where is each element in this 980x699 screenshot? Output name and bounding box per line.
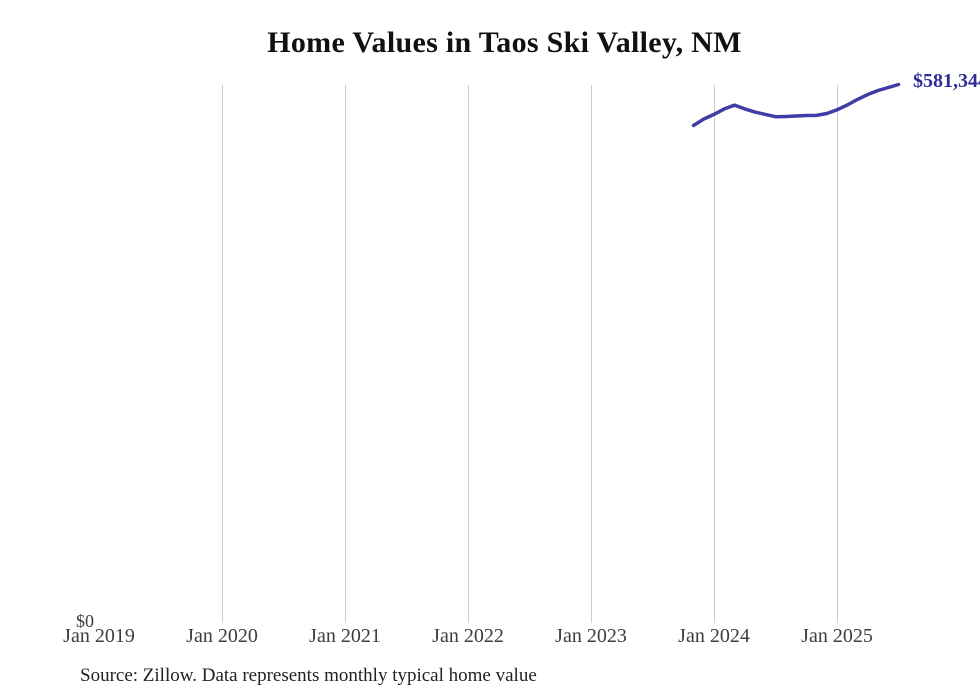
year-gridline: [222, 85, 223, 623]
x-axis-tick-label: Jan 2019: [63, 625, 135, 647]
year-gridline: [468, 85, 469, 623]
x-axis-tick-label: Jan 2025: [801, 625, 873, 647]
x-axis-tick-label: Jan 2023: [555, 625, 627, 647]
year-gridline: [591, 85, 592, 623]
latest-value-label: $581,344: [913, 70, 980, 92]
year-gridline: [714, 85, 715, 623]
y-axis-zero-label: $0: [76, 611, 94, 631]
x-axis-tick-label: Jan 2020: [186, 625, 258, 647]
x-axis-tick-label: Jan 2024: [678, 625, 750, 647]
year-gridline: [837, 85, 838, 623]
chart-title: Home Values in Taos Ski Valley, NM: [267, 26, 742, 59]
source-note: Source: Zillow. Data represents monthly …: [80, 665, 537, 686]
x-axis-tick-label: Jan 2022: [432, 625, 504, 647]
x-axis-tick-label: Jan 2021: [309, 625, 381, 647]
home-value-line: [691, 82, 901, 128]
year-gridline: [345, 85, 346, 623]
